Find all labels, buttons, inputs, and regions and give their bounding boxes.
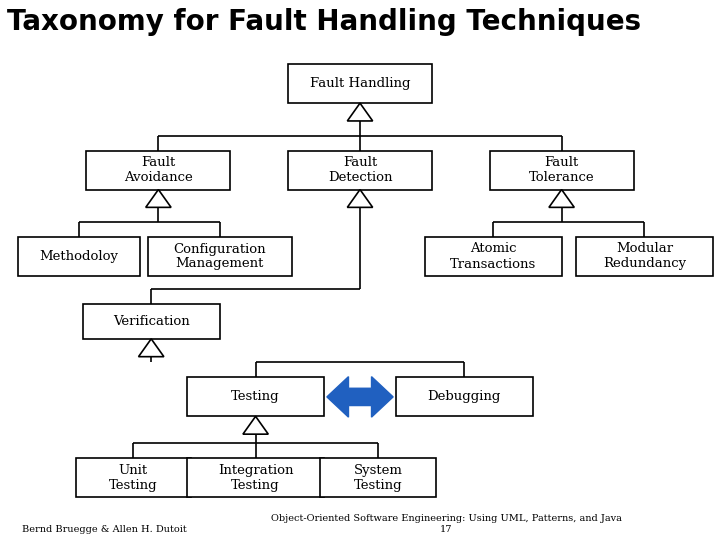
Text: Testing: Testing — [231, 390, 280, 403]
Text: Bernd Bruegge & Allen H. Dutoit: Bernd Bruegge & Allen H. Dutoit — [22, 524, 186, 534]
Text: Modular
Redundancy: Modular Redundancy — [603, 242, 686, 271]
FancyBboxPatch shape — [288, 151, 432, 190]
Text: System
Testing: System Testing — [354, 464, 402, 492]
FancyBboxPatch shape — [490, 151, 634, 190]
FancyBboxPatch shape — [76, 458, 191, 497]
Text: Fault
Detection: Fault Detection — [328, 156, 392, 184]
Text: Atomic
Transactions: Atomic Transactions — [450, 242, 536, 271]
FancyBboxPatch shape — [86, 151, 230, 190]
Text: Fault
Tolerance: Fault Tolerance — [528, 156, 595, 184]
FancyBboxPatch shape — [288, 64, 432, 103]
FancyBboxPatch shape — [320, 458, 436, 497]
Text: Object-Oriented Software Engineering: Using UML, Patterns, and Java
17: Object-Oriented Software Engineering: Us… — [271, 514, 622, 534]
FancyBboxPatch shape — [425, 237, 562, 276]
Text: Debugging: Debugging — [428, 390, 501, 403]
FancyBboxPatch shape — [187, 458, 324, 497]
FancyBboxPatch shape — [18, 237, 140, 276]
Text: Configuration
Management: Configuration Management — [174, 242, 266, 271]
Text: Fault Handling: Fault Handling — [310, 77, 410, 90]
Text: Taxonomy for Fault Handling Techniques: Taxonomy for Fault Handling Techniques — [7, 8, 642, 36]
Text: Integration
Testing: Integration Testing — [218, 464, 293, 492]
Text: Verification: Verification — [113, 315, 189, 328]
Text: Fault
Avoidance: Fault Avoidance — [124, 156, 193, 184]
Polygon shape — [327, 377, 393, 417]
Text: Methodoloy: Methodoloy — [40, 250, 119, 263]
FancyBboxPatch shape — [83, 303, 220, 339]
FancyBboxPatch shape — [148, 237, 292, 276]
Text: Unit
Testing: Unit Testing — [109, 464, 158, 492]
FancyBboxPatch shape — [576, 237, 713, 276]
FancyBboxPatch shape — [187, 377, 324, 416]
FancyBboxPatch shape — [396, 377, 533, 416]
